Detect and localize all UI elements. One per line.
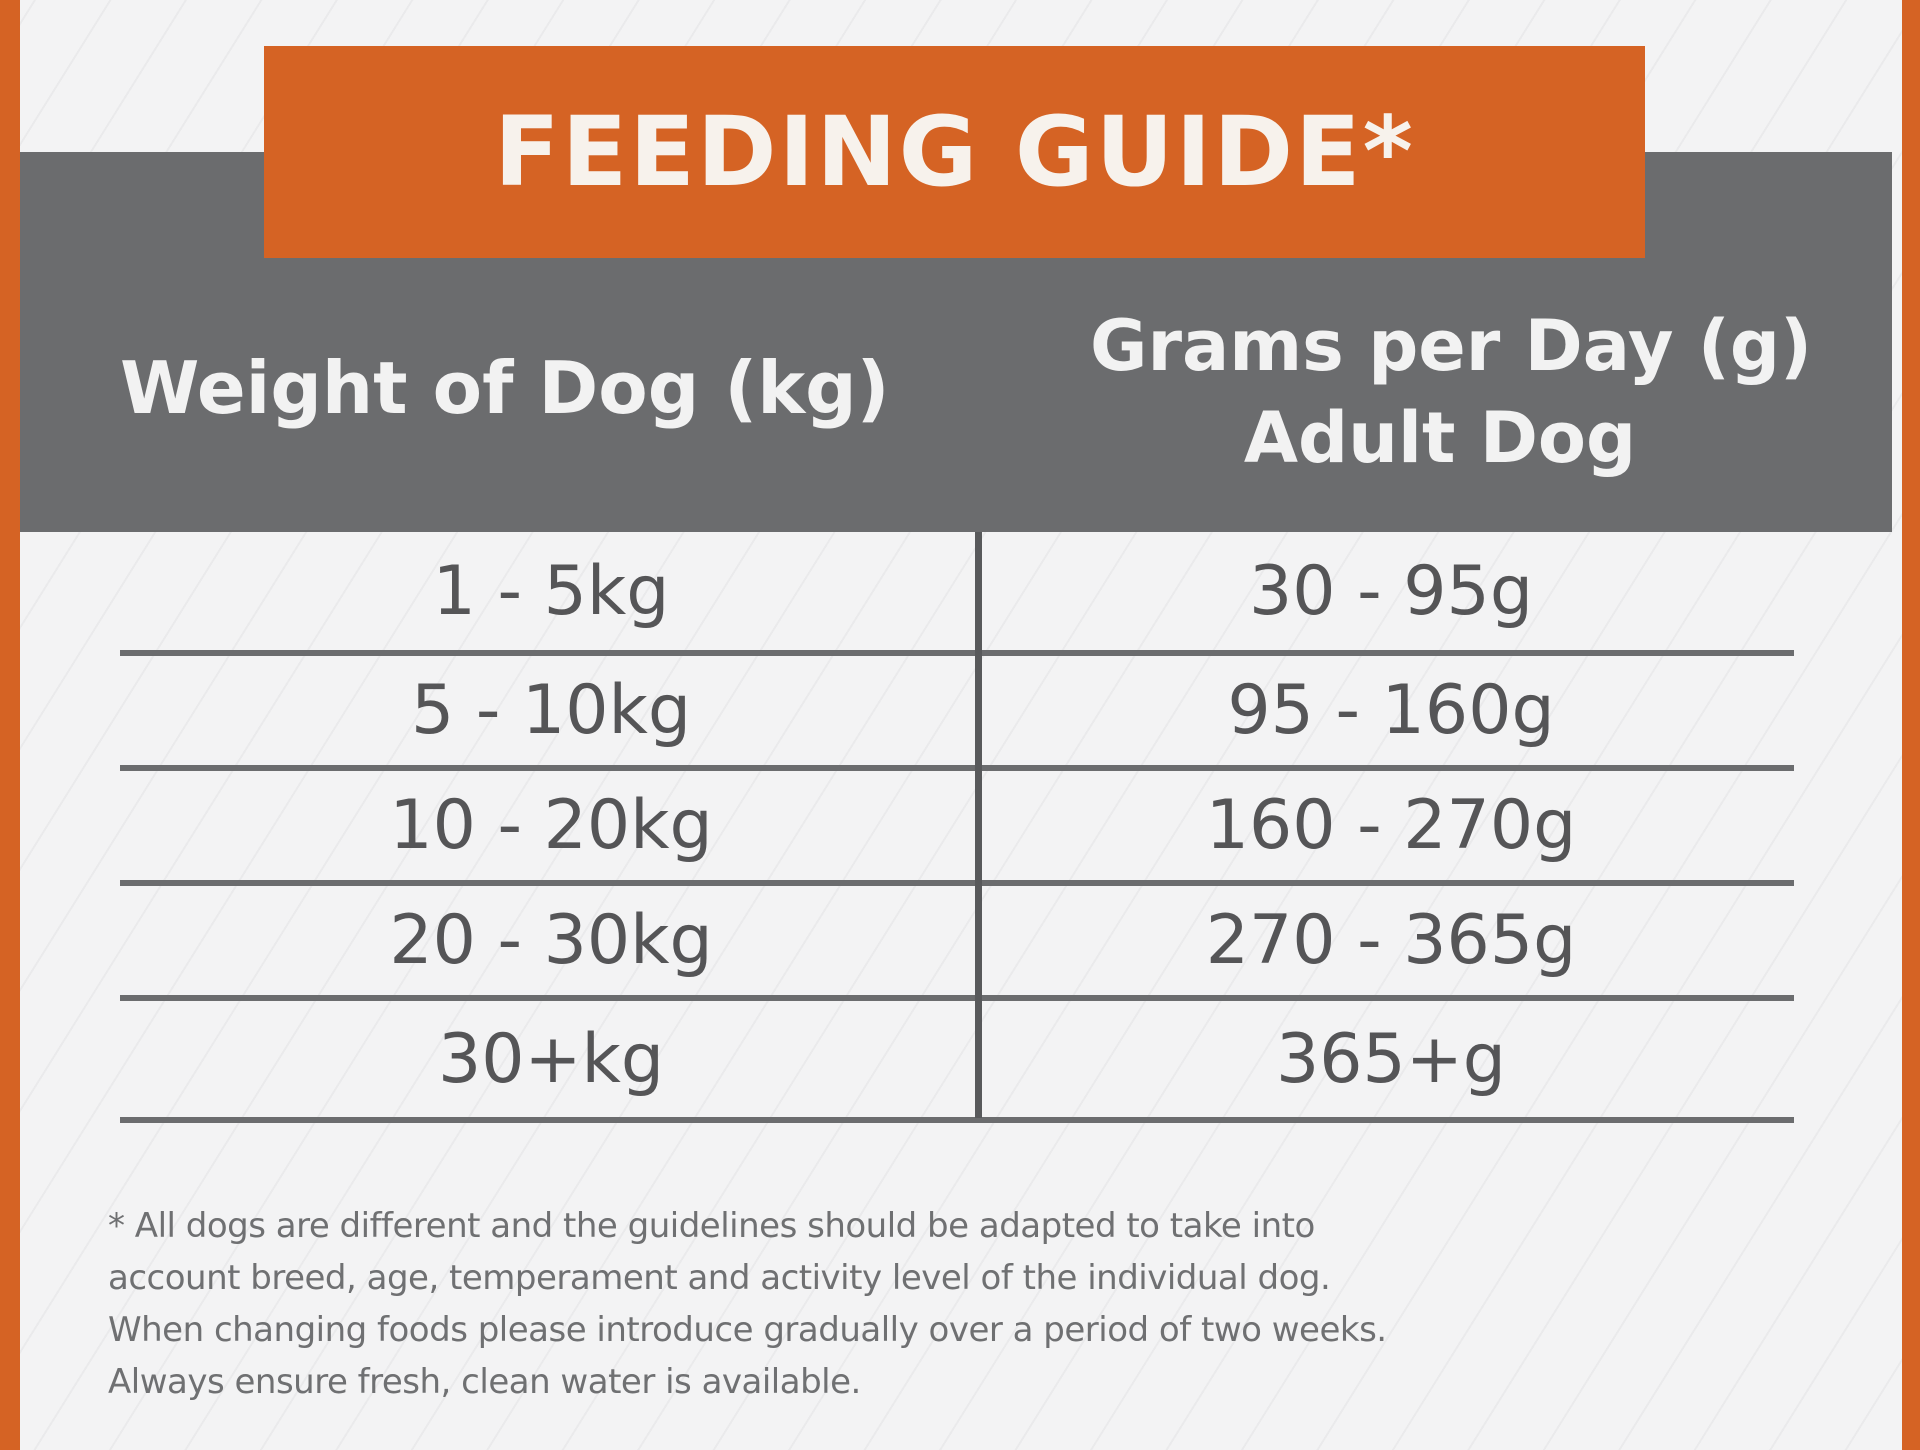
weight-cell: 30+kg — [437, 1019, 665, 1099]
table-row: 20 - 30kg 270 - 365g — [120, 886, 1794, 1001]
column-header-weight: Weight of Dog (kg) — [120, 346, 890, 430]
grams-cell: 30 - 95g — [1249, 551, 1533, 631]
table-row: 5 - 10kg 95 - 160g — [120, 656, 1794, 771]
grams-cell: 270 - 365g — [1205, 901, 1577, 980]
page-title: FEEDING GUIDE* — [494, 96, 1415, 208]
footnote-line: * All dogs are different and the guideli… — [108, 1206, 1315, 1246]
grams-cell: 95 - 160g — [1227, 671, 1555, 750]
column-header-grams-line1: Grams per Day (g) — [1090, 305, 1812, 387]
grams-cell: 160 - 270g — [1205, 786, 1577, 865]
title-banner: FEEDING GUIDE* — [264, 46, 1645, 258]
left-orange-border — [0, 0, 20, 1450]
table-row: 1 - 5kg 30 - 95g — [120, 532, 1794, 656]
weight-cell: 10 - 20kg — [389, 786, 713, 865]
weight-cell: 20 - 30kg — [389, 901, 713, 980]
right-orange-border — [1902, 0, 1920, 1450]
footnote-line: account breed, age, temperament and acti… — [108, 1258, 1331, 1298]
weight-cell: 5 - 10kg — [410, 671, 692, 750]
table-row: 30+kg 365+g — [120, 1001, 1794, 1123]
column-divider — [975, 532, 982, 1118]
footnote-line: When changing foods please introduce gra… — [108, 1310, 1387, 1350]
table-row: 10 - 20kg 160 - 270g — [120, 771, 1794, 886]
grams-cell: 365+g — [1276, 1019, 1506, 1099]
footnote-line: Always ensure fresh, clean water is avai… — [108, 1362, 861, 1402]
weight-cell: 1 - 5kg — [432, 551, 670, 631]
column-header-grams: Grams per Day (g) Adult Dog — [1090, 300, 1812, 484]
feeding-table: 1 - 5kg 30 - 95g 5 - 10kg 95 - 160g 10 -… — [120, 532, 1794, 1123]
column-header-grams-line2: Adult Dog — [1243, 397, 1637, 479]
footnote: * All dogs are different and the guideli… — [108, 1200, 1808, 1408]
